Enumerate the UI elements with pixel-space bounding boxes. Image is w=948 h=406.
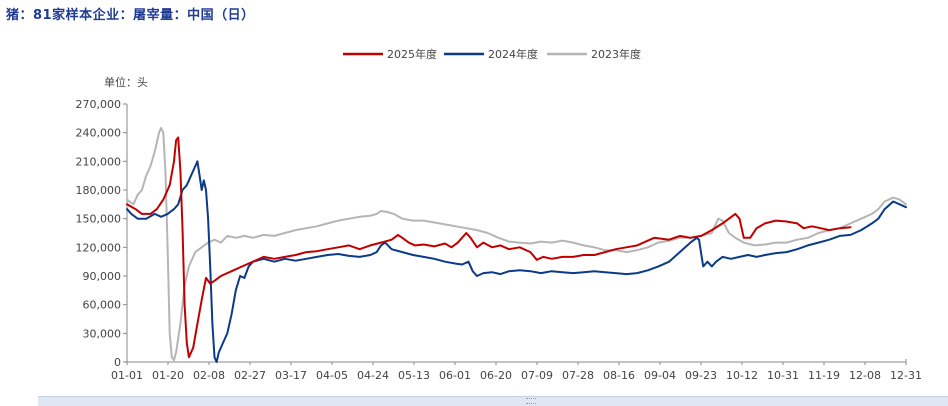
- legend-label-2: 2023年度: [591, 47, 641, 61]
- x-tick-label-10: 07-09: [521, 369, 553, 382]
- x-tick-label-8: 06-01: [439, 369, 471, 382]
- x-tick-label-0: 01-01: [111, 369, 143, 382]
- x-tick-label-19: 12-31: [890, 369, 922, 382]
- y-tick-label-1: 30,000: [83, 327, 122, 340]
- y-tick-label-6: 180,000: [76, 184, 122, 197]
- x-tick-label-14: 09-23: [685, 369, 717, 382]
- legend-label-0: 2025年度: [387, 47, 437, 61]
- y-tick-label-2: 60,000: [83, 299, 122, 312]
- x-tick-label-2: 02-08: [193, 369, 225, 382]
- legend-label-1: 2024年度: [488, 47, 538, 61]
- x-tick-label-18: 12-08: [849, 369, 881, 382]
- x-tick-label-16: 10-31: [767, 369, 799, 382]
- y-tick-label-3: 90,000: [83, 270, 122, 283]
- series-line-2: [126, 126, 907, 362]
- x-tick-label-4: 03-17: [275, 369, 307, 382]
- x-tick-label-11: 07-28: [562, 369, 594, 382]
- y-tick-label-7: 210,000: [76, 155, 122, 168]
- y-tick-label-5: 150,000: [76, 213, 122, 226]
- unit-label: 单位：头: [104, 75, 148, 89]
- x-tick-label-15: 10-12: [726, 369, 758, 382]
- chart-title: 猪：81家样本企业：屠宰量：中国（日）: [6, 8, 255, 23]
- x-tick-label-3: 02-27: [234, 369, 266, 382]
- y-tick-label-9: 270,000: [76, 98, 122, 111]
- x-tick-label-12: 08-16: [603, 369, 635, 382]
- scrollbar-grip-icon[interactable]: [526, 398, 536, 404]
- x-tick-label-6: 04-24: [357, 369, 389, 382]
- x-tick-label-7: 05-13: [398, 369, 430, 382]
- y-tick-label-4: 120,000: [76, 241, 122, 254]
- y-tick-label-8: 240,000: [76, 127, 122, 140]
- x-tick-label-1: 01-20: [152, 369, 184, 382]
- x-tick-label-9: 06-20: [480, 369, 512, 382]
- series-line-0: [126, 136, 852, 359]
- range-scrollbar[interactable]: [38, 396, 948, 406]
- x-tick-label-13: 09-04: [644, 369, 676, 382]
- y-tick-label-0: 0: [114, 356, 121, 369]
- series-line-1: [126, 160, 907, 363]
- x-tick-label-5: 04-05: [316, 369, 348, 382]
- x-tick-label-17: 11-19: [808, 369, 840, 382]
